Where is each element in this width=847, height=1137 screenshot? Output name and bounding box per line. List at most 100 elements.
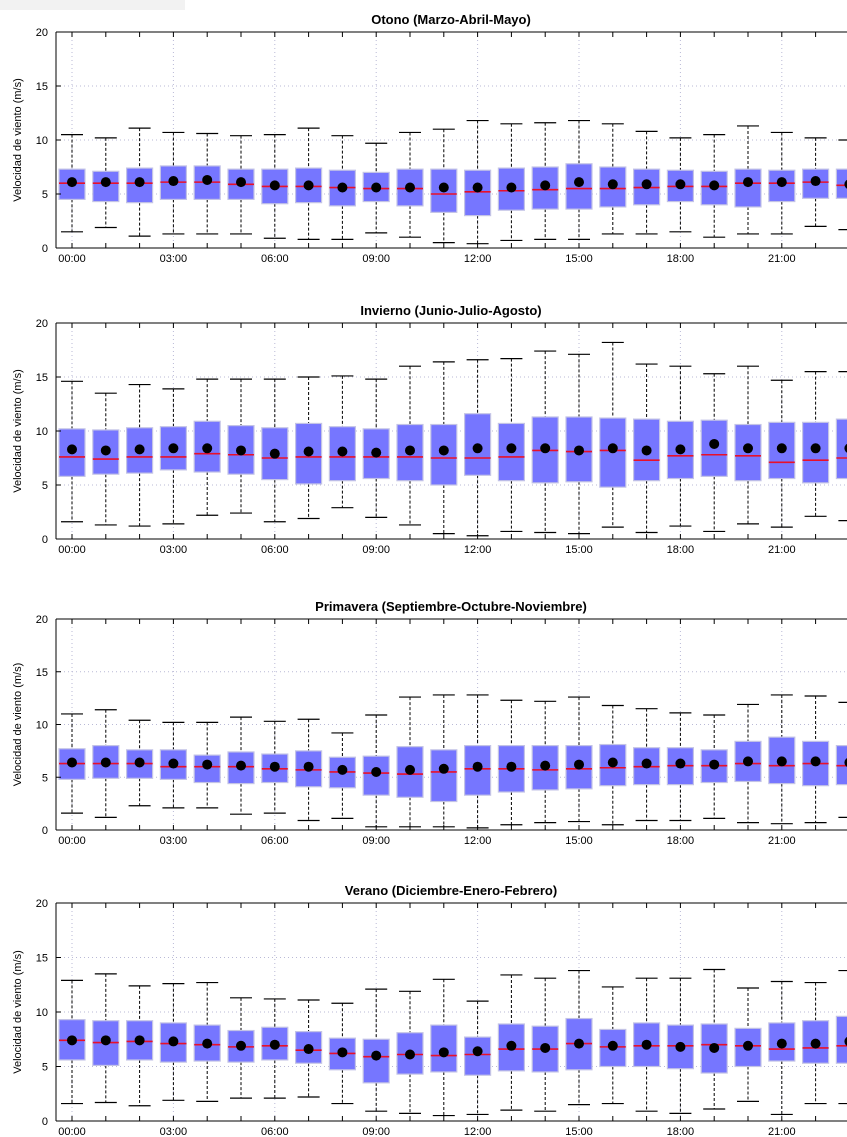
mean-marker xyxy=(776,1038,787,1049)
box-hour-6 xyxy=(261,134,289,239)
box-hour-2 xyxy=(125,127,154,237)
box xyxy=(666,1024,695,1070)
box-hour-13 xyxy=(497,123,525,242)
mean-marker xyxy=(438,182,449,193)
y-tick-label: 0 xyxy=(42,825,48,837)
mean-marker xyxy=(574,759,584,770)
mean-marker xyxy=(269,448,280,459)
mean-marker xyxy=(303,446,314,457)
x-tick-label: 06:00 xyxy=(261,253,289,265)
mean-marker xyxy=(337,182,348,193)
box-hour-15 xyxy=(565,696,593,823)
x-tick-label: 12:00 xyxy=(464,544,492,556)
box-hour-21 xyxy=(768,694,796,825)
plot-area xyxy=(58,341,847,537)
x-tick-label: 15:00 xyxy=(565,835,593,847)
box-hour-14 xyxy=(531,122,559,240)
mean-marker xyxy=(405,445,415,456)
mean-marker xyxy=(236,445,246,456)
mean-marker xyxy=(641,1039,652,1050)
chart-title: Primavera (Septiembre-Octubre-Noviembre) xyxy=(315,599,587,614)
box-hour-17 xyxy=(632,130,661,235)
mean-marker xyxy=(202,759,213,770)
chart-panel-3: 0 5 10 15 20 00:00 03:00 06:00 09:00 12:00 15:00 18… xyxy=(12,599,847,847)
y-tick-label: 20 xyxy=(36,318,48,330)
box-hour-11 xyxy=(430,361,458,535)
y-tick-label: 15 xyxy=(36,667,48,679)
chart-title: Verano (Diciembre-Enero-Febrero) xyxy=(345,883,557,898)
mean-marker xyxy=(743,1040,753,1051)
mean-marker xyxy=(574,1038,584,1049)
y-tick-label: 10 xyxy=(36,1007,48,1019)
mean-marker xyxy=(303,180,314,191)
mean-marker xyxy=(202,174,213,185)
mean-marker xyxy=(337,764,348,775)
mean-marker xyxy=(303,1044,314,1055)
y-tick-label: 5 xyxy=(42,1062,48,1074)
box-hour-22 xyxy=(801,371,830,517)
mean-marker xyxy=(810,443,821,454)
box xyxy=(531,744,559,791)
mean-marker xyxy=(675,444,686,455)
box xyxy=(835,168,847,199)
box-hour-1 xyxy=(92,973,120,1104)
x-tick-label: 15:00 xyxy=(565,253,593,265)
x-tick-label: 03:00 xyxy=(160,253,188,265)
box xyxy=(768,169,796,203)
box-hour-16 xyxy=(599,341,627,528)
corner-tint xyxy=(0,0,185,10)
box xyxy=(92,170,120,203)
x-tick-label: 18:00 xyxy=(667,835,695,847)
box-hour-11 xyxy=(430,978,458,1117)
mean-marker xyxy=(472,1046,483,1057)
x-tick-label: 09:00 xyxy=(362,835,390,847)
x-tick-label: 09:00 xyxy=(362,1126,390,1137)
box-hour-3 xyxy=(159,983,187,1101)
mean-marker xyxy=(371,182,382,193)
box-hour-6 xyxy=(261,998,289,1099)
box-hour-21 xyxy=(768,131,796,235)
mean-marker xyxy=(776,177,787,188)
box-hour-12 xyxy=(464,694,492,829)
x-tick-label: 21:00 xyxy=(768,1126,796,1137)
y-tick-label: 0 xyxy=(42,243,48,255)
x-tick-label: 03:00 xyxy=(160,544,188,556)
box-hour-2 xyxy=(125,383,154,527)
x-tick-label: 09:00 xyxy=(362,253,390,265)
mean-marker xyxy=(134,444,145,455)
box-hour-18 xyxy=(666,365,695,527)
x-tick-label: 12:00 xyxy=(464,835,492,847)
mean-marker xyxy=(100,445,111,456)
mean-marker xyxy=(438,763,449,774)
y-axis-label: Velocidad de viento (m/s) xyxy=(12,369,24,493)
box-hour-4 xyxy=(193,981,221,1102)
box-hour-19 xyxy=(700,714,728,819)
x-tick-label: 03:00 xyxy=(160,835,188,847)
mean-marker xyxy=(844,1037,847,1046)
box-hour-10 xyxy=(396,365,424,526)
box-hour-13 xyxy=(497,974,525,1111)
mean-marker xyxy=(709,759,720,770)
x-tick-label: 00:00 xyxy=(58,1126,86,1137)
box-hour-23 xyxy=(835,701,847,818)
x-tick-label: 06:00 xyxy=(261,835,289,847)
mean-marker xyxy=(100,757,111,768)
box-hour-5 xyxy=(227,997,255,1099)
mean-marker xyxy=(607,757,618,768)
y-tick-label: 5 xyxy=(42,480,48,492)
mean-marker xyxy=(472,443,483,454)
box-hour-12 xyxy=(464,119,492,245)
box-hour-23 xyxy=(835,139,847,231)
box-hour-2 xyxy=(125,985,154,1107)
mean-marker xyxy=(506,182,517,193)
box-hour-12 xyxy=(464,1000,492,1116)
y-tick-label: 10 xyxy=(36,720,48,732)
mean-marker xyxy=(303,761,314,772)
mean-marker xyxy=(709,180,720,191)
mean-marker xyxy=(371,1050,382,1061)
box-hour-3 xyxy=(159,388,187,525)
box-hour-15 xyxy=(565,353,593,535)
box-hour-19 xyxy=(700,134,728,238)
x-tick-label: 12:00 xyxy=(464,253,492,265)
x-tick-label: 21:00 xyxy=(768,835,796,847)
